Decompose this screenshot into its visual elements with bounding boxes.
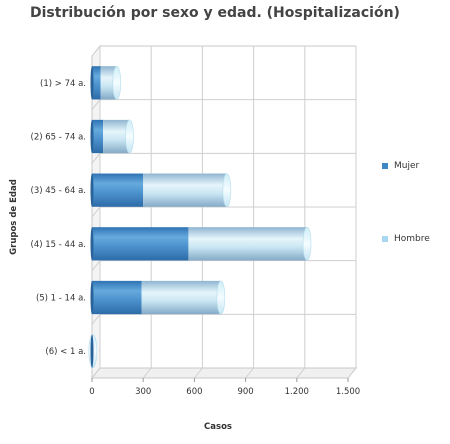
y-gridline-side — [91, 153, 101, 164]
y-gridline-side — [91, 314, 101, 325]
bar-mujer — [92, 119, 104, 154]
legend-label: Mujer — [394, 161, 420, 171]
bar-end-cap — [112, 65, 122, 100]
bar-mujer — [92, 227, 189, 261]
y-gridline-side — [91, 99, 101, 110]
legend-swatch — [382, 236, 388, 242]
bar-end-cap — [222, 173, 232, 208]
y-axis-title: Grupos de Edad — [9, 179, 19, 255]
bar-start-cap — [90, 119, 94, 154]
y-tick-label: (2) 65 - 74 a. — [31, 133, 86, 143]
bar-hombre — [141, 280, 221, 315]
y-gridline-side — [91, 206, 101, 218]
chart-title: Distribución por sexo y edad. (Hospitali… — [30, 5, 400, 21]
x-tick-label: 0 — [89, 387, 94, 397]
legend-item-hombre: Hombre — [382, 232, 430, 246]
bar-start-cap — [90, 334, 94, 368]
bar-start-cap — [90, 280, 94, 315]
y-tick-label: (5) 1 - 14 a. — [36, 294, 86, 304]
bar-hombre — [100, 66, 117, 100]
plot-floor — [90, 367, 358, 379]
x-tick-label: 1.200 — [285, 387, 309, 397]
bar-start-cap — [90, 227, 94, 261]
y-tick-label: (4) 15 - 44 a. — [31, 240, 86, 250]
bar-mujer — [92, 280, 142, 315]
x-gridline-floor — [296, 367, 306, 379]
x-tick-label: 300 — [135, 387, 151, 397]
x-gridline-floor — [245, 367, 254, 379]
bar-end-cap — [216, 280, 226, 315]
legend-swatch — [382, 163, 388, 169]
x-tick-label: 900 — [237, 387, 253, 397]
legend-label: Hombre — [394, 234, 430, 244]
y-tick-label: (6) < 1 a. — [45, 347, 86, 357]
y-gridline-side — [91, 260, 101, 271]
y-tick-label: (1) > 74 a. — [40, 79, 86, 89]
x-gridline-floor — [91, 367, 101, 379]
bar-mujer — [92, 173, 144, 207]
bar-hombre — [103, 119, 130, 154]
y-tick-label: (3) 45 - 64 a. — [31, 186, 86, 196]
bar-end-cap — [302, 226, 312, 261]
legend-item-mujer: Mujer — [382, 159, 419, 173]
x-tick-label: 600 — [186, 387, 202, 397]
bar-end-cap — [125, 119, 134, 154]
bar-hombre — [143, 173, 227, 207]
bar-start-cap — [90, 173, 94, 207]
x-axis-title: Casos — [204, 422, 232, 432]
x-tick-label: 1.500 — [336, 387, 360, 397]
bar-start-cap — [90, 66, 94, 100]
x-gridline-floor — [194, 367, 203, 379]
x-gridline-floor — [347, 367, 357, 379]
bar-mujer — [92, 66, 101, 100]
x-gridline-floor — [142, 367, 152, 379]
bar-hombre — [188, 227, 308, 261]
